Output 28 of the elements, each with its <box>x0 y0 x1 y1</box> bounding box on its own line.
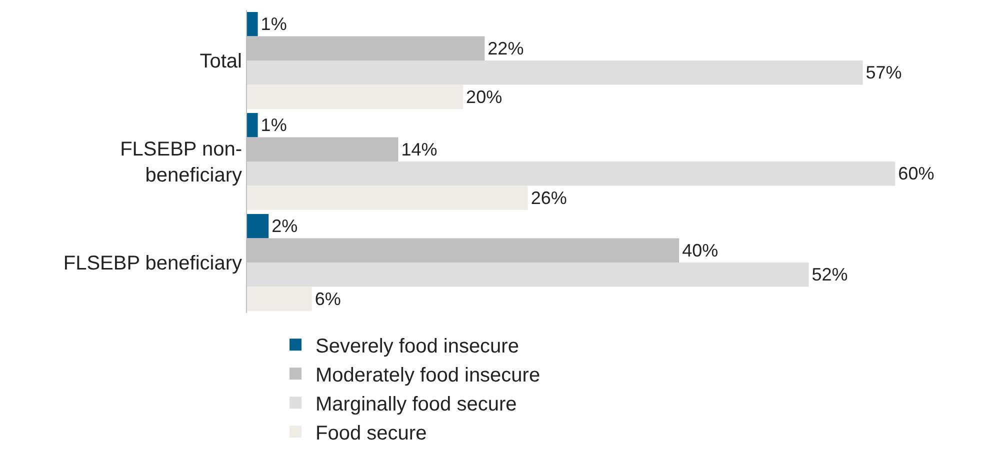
bar <box>247 186 528 210</box>
y-tick-label: FLSEBP non-beneficiary <box>120 138 242 186</box>
y-tick-label: FLSEBP beneficiary <box>63 252 242 274</box>
data-label: 22% <box>488 38 524 58</box>
data-label: 1% <box>260 14 287 34</box>
data-label: 14% <box>401 139 438 160</box>
data-label: 52% <box>812 264 848 285</box>
bar <box>247 12 258 36</box>
bar <box>247 262 809 287</box>
data-label: 57% <box>866 62 902 83</box>
bar <box>247 84 464 109</box>
bar <box>247 286 312 311</box>
bar <box>247 162 896 186</box>
data-label: 60% <box>898 164 934 184</box>
data-label: 40% <box>682 240 718 260</box>
data-label: 2% <box>272 216 298 236</box>
y-tick-label: Total <box>200 50 242 72</box>
legend-label: Moderately food insecure <box>316 364 540 386</box>
data-label: 1% <box>260 115 287 136</box>
data-label: 6% <box>314 288 341 309</box>
data-label: 26% <box>530 188 567 208</box>
legend-label: Severely food insecure <box>316 335 519 358</box>
bar <box>247 214 269 238</box>
bar <box>247 60 863 85</box>
data-label: 20% <box>466 86 502 107</box>
legend-label: Marginally food secure <box>316 393 517 416</box>
legend-label: Food secure <box>316 422 427 444</box>
bar <box>247 113 258 138</box>
